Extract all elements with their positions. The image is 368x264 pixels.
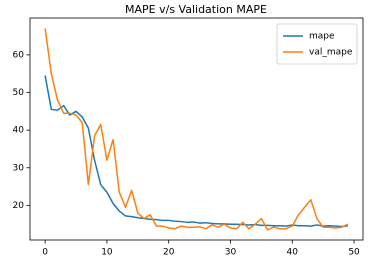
y-tick-label: 60 — [13, 50, 25, 60]
chart-title: MAPE v/s Validation MAPE — [125, 3, 267, 16]
y-tick-label: 30 — [13, 163, 25, 173]
series-line — [44, 28, 349, 231]
x-tick-label: 10 — [101, 248, 113, 258]
y-tick-label: 20 — [13, 201, 25, 211]
legend-box — [276, 23, 358, 65]
x-tick-label: 30 — [225, 248, 237, 258]
legend-label: mape — [309, 32, 335, 42]
x-tick-label: 0 — [42, 248, 48, 258]
legend-label: val_mape — [309, 48, 353, 58]
plot-frame — [29, 17, 364, 241]
x-tick-label: 20 — [163, 248, 175, 258]
series-line — [44, 75, 348, 228]
y-tick-label: 40 — [13, 126, 25, 136]
x-tick-label: 40 — [287, 248, 299, 258]
x-tick-label: 50 — [348, 248, 360, 258]
y-tick-label: 50 — [13, 88, 25, 98]
